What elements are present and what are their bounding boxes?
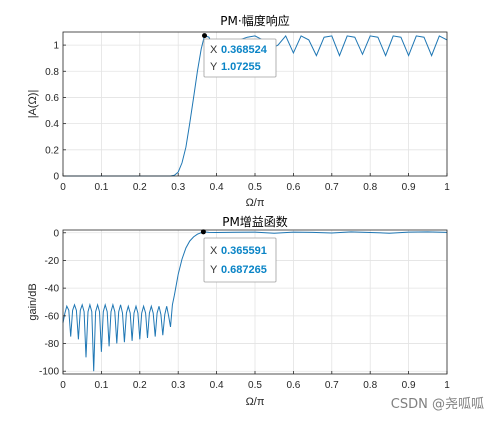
chart-2-datatip-y-value: 0.687265: [221, 264, 267, 276]
chart-2-y-axis-label: gain/dB: [27, 283, 39, 320]
x-tick-label: 0.1: [94, 380, 108, 391]
y-tick-label: -20: [45, 256, 60, 267]
y-tick-label: -100: [39, 367, 59, 378]
chart-2-datatip[interactable]: X 0.365591 Y 0.687265: [200, 229, 277, 283]
x-tick-label: 0.8: [363, 182, 377, 193]
x-tick-label: 0: [60, 380, 66, 391]
x-tick-label: 0.1: [94, 182, 108, 193]
y-tick-label: -40: [45, 284, 60, 295]
chart-2-datatip-y-label: Y: [210, 264, 218, 276]
x-tick-label: 0.3: [171, 380, 185, 391]
y-tick-label: -80: [45, 339, 60, 350]
x-tick-label: 0.8: [363, 380, 377, 391]
x-tick-label: 0: [60, 182, 66, 193]
x-tick-label: 0.7: [325, 182, 339, 193]
x-tick-label: 0.9: [402, 182, 416, 193]
x-tick-label: 0.6: [286, 380, 300, 391]
chart-2-datatip-box: [203, 237, 277, 283]
chart-1-datatip-box: [203, 38, 277, 78]
x-tick-label: 0.5: [248, 380, 262, 391]
chart-1-datatip-y-label: Y: [210, 61, 218, 73]
chart-2-series-line: [62, 231, 448, 372]
y-tick-label: 1: [53, 41, 59, 52]
x-tick-label: 1: [444, 182, 450, 193]
x-tick-label: 0.3: [171, 182, 185, 193]
chart-1-datatip-y-value: 1.07255: [221, 61, 261, 73]
chart-1-datatip-marker[interactable]: [202, 33, 208, 39]
chart-2-title: PM增益函数: [222, 214, 288, 229]
chart-2-datatip-x-value: 0.365591: [221, 245, 267, 257]
y-tick-label: 0: [53, 228, 59, 239]
y-tick-label: 0: [53, 172, 59, 183]
chart-2-x-ticks: 0 0.1 0.2 0.3 0.4 0.5 0.6 0.7 0.8 0.9 1: [60, 371, 450, 391]
chart-1-datatip[interactable]: X 0.368524 Y 1.07255: [202, 33, 277, 78]
y-tick-label: 0.6: [45, 93, 59, 104]
chart-1-x-axis-label: Ω/π: [246, 197, 265, 209]
x-tick-label: 0.7: [325, 380, 339, 391]
x-tick-label: 0.5: [248, 182, 262, 193]
chart-1-title: PM·幅度响应: [220, 13, 289, 28]
chart-1-x-ticks: 0 0.1 0.2 0.3 0.4 0.5 0.6 0.7 0.8 0.9 1: [60, 173, 450, 193]
chart-2-x-axis-label: Ω/π: [246, 396, 265, 408]
chart-1-datatip-x-label: X: [210, 44, 218, 56]
x-tick-label: 0.6: [286, 182, 300, 193]
y-tick-label: -60: [45, 311, 60, 322]
y-tick-label: 0.8: [45, 67, 59, 78]
chart-1-y-axis-label: |A(Ω)|: [27, 90, 39, 119]
chart-1-datatip-x-value: 0.368524: [221, 44, 268, 56]
chart-1-amplitude-response: PM·幅度响应 0 0.1 0.2 0.3 0.4 0.5 0.6 0.7 0.8 0.9 1 00…: [27, 13, 450, 209]
y-tick-label: 0.2: [45, 145, 59, 156]
x-tick-label: 0.4: [210, 380, 224, 391]
chart-2-datatip-marker[interactable]: [200, 229, 206, 235]
chart-2-datatip-x-label: X: [210, 245, 218, 257]
x-tick-label: 0.2: [133, 182, 147, 193]
y-tick-label: 0.4: [45, 119, 59, 130]
x-tick-label: 1: [444, 380, 450, 391]
chart-1-y-ticks: 0 0.2 0.4 0.6 0.8 1: [45, 41, 66, 183]
x-tick-label: 0.9: [402, 380, 416, 391]
x-tick-label: 0.2: [133, 380, 147, 391]
chart-2-gain-function: PM增益函数 0 0.1 0.2 0.3 0.4 0.5 0.6 0.7 0.8 0.9 1 0 -2…: [27, 214, 450, 408]
x-tick-label: 0.4: [210, 182, 224, 193]
chart-2-y-ticks: 0 -20 -40 -60 -80 -100: [39, 228, 66, 378]
watermark-text: CSDN @尧呱呱: [390, 397, 484, 412]
